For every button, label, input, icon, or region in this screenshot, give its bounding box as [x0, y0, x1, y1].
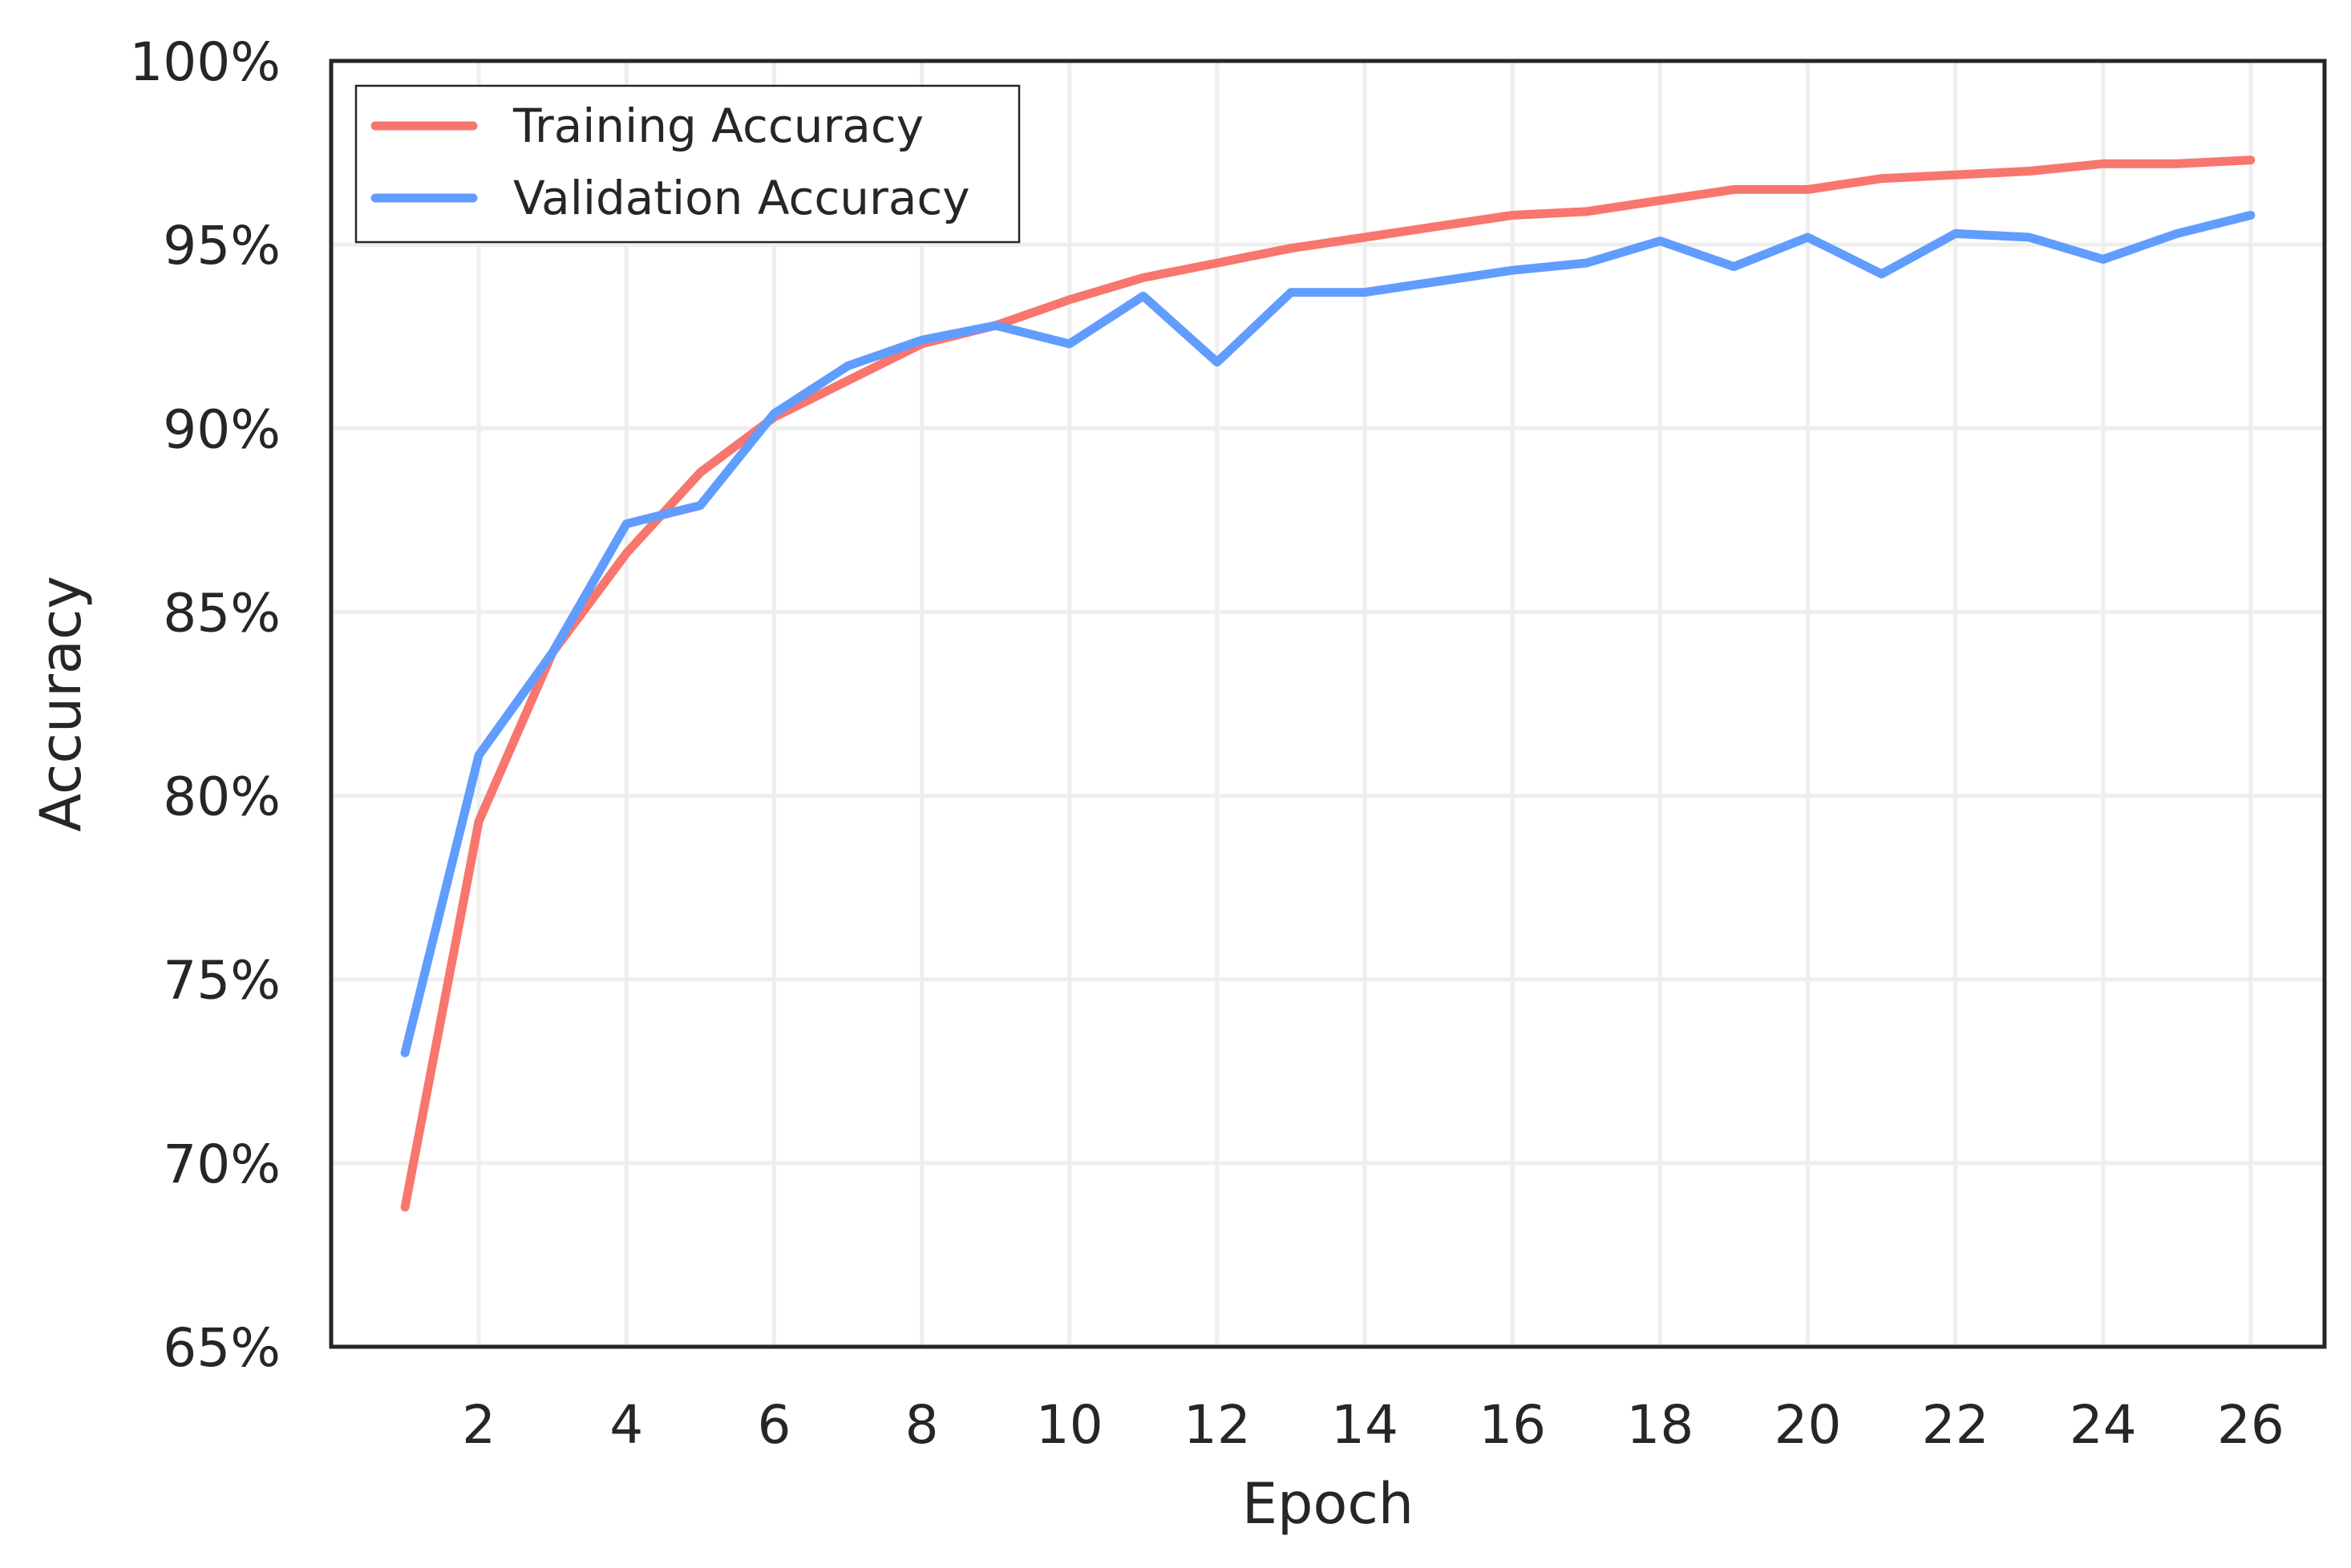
y-axis-title: Accuracy: [28, 576, 94, 832]
x-tick-label: 6: [757, 1394, 791, 1456]
grid-layer: [331, 59, 2325, 1349]
y-tick-label: 85%: [163, 582, 281, 644]
y-tick-label: 100%: [129, 31, 281, 93]
x-tick-label: 12: [1184, 1394, 1251, 1456]
x-tick-label: 22: [1922, 1394, 1989, 1456]
x-tick-label: 26: [2217, 1394, 2284, 1456]
legend: Training Accuracy Validation Accuracy: [354, 84, 1021, 244]
y-tick-label: 70%: [163, 1134, 281, 1195]
y-tick-label: 80%: [163, 766, 281, 828]
x-tick-label: 18: [1626, 1394, 1693, 1456]
series-line-validation: [400, 211, 2256, 1057]
x-axis-title: Epoch: [1242, 1471, 1414, 1537]
y-tick-label: 75%: [163, 950, 281, 1012]
x-tick-label: 16: [1479, 1394, 1546, 1456]
x-tick-label: 2: [462, 1394, 496, 1456]
legend-label: Validation Accuracy: [513, 171, 970, 225]
tick-label-layer: 2 4 6 8 10 12 14 16 18 20 22 24 2665%70%75%80%85%90%…: [129, 31, 2284, 1456]
series-layer: [400, 156, 2256, 1212]
legend-label: Training Accuracy: [512, 99, 924, 153]
x-tick-label: 14: [1331, 1394, 1398, 1456]
x-tick-label: 4: [609, 1394, 643, 1456]
x-tick-label: 24: [2070, 1394, 2137, 1456]
plot-frame: [329, 59, 2327, 1349]
y-tick-label: 90%: [163, 398, 281, 460]
legend-box: [354, 84, 1021, 244]
x-tick-label: 10: [1036, 1394, 1103, 1456]
x-tick-label: 8: [905, 1394, 939, 1456]
x-tick-label: 20: [1774, 1394, 1841, 1456]
y-tick-label: 95%: [163, 215, 281, 277]
y-tick-label: 65%: [163, 1317, 281, 1379]
series-line-training: [400, 156, 2256, 1212]
